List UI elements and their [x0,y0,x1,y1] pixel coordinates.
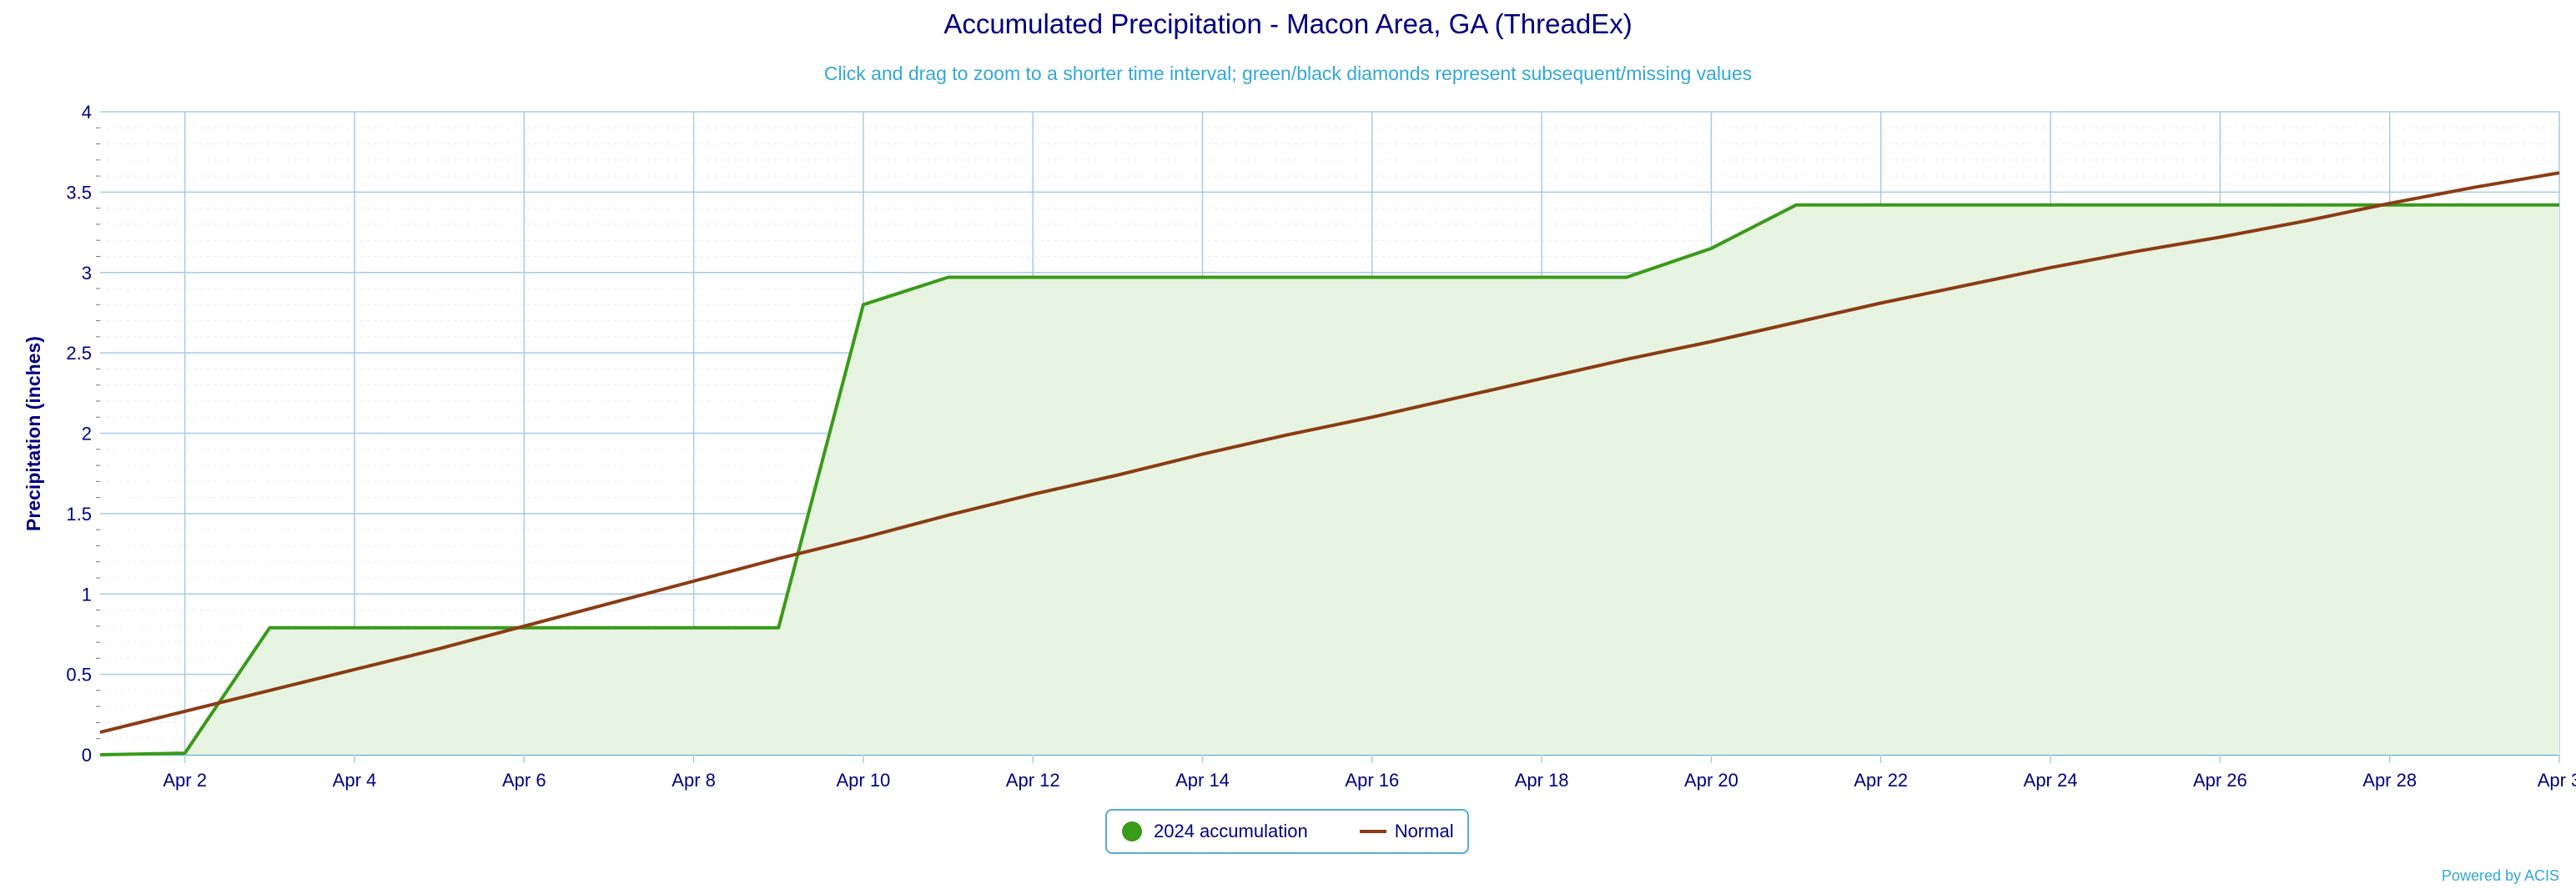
legend-item-accumulation[interactable]: 2024 accumulation [1122,821,1308,842]
x-tick-label: Apr 26 [2193,770,2247,791]
y-tick-label: 2.5 [66,343,92,364]
legend-label-normal: Normal [1394,821,1454,841]
accumulation-line [99,203,2559,756]
x-tick-label: Apr 2 [163,770,207,791]
y-tick-label: 3.5 [66,182,92,203]
x-tick-label: Apr 22 [1854,770,1908,791]
x-tick-label: Apr 24 [2024,770,2078,791]
x-tick-label: Apr 3 [2538,770,2576,791]
x-tick-label: Apr 8 [672,770,716,791]
powered-by-credit[interactable]: Powered by ACIS [2441,867,2559,884]
x-axis: Apr 2 Apr 4 Apr 6 Apr 8 Apr 10 Apr 12 Apr 14 Ap… [163,755,2576,791]
brown-line-icon [1359,830,1386,833]
normal-line [99,171,2560,734]
x-tick-label: Apr 20 [1684,770,1738,791]
x-tick-label: Apr 6 [502,770,546,791]
x-tick-label: Apr 18 [1515,770,1569,791]
y-tick-label: 2 [82,424,92,444]
chart-title: Accumulated Precipitation - Macon Area, … [943,8,1633,39]
chart-legend[interactable]: 2024 accumulation Normal [1105,809,1469,854]
x-tick-label: Apr 16 [1345,770,1399,791]
y-tick-label: 1.5 [66,504,92,525]
y-tick-label: 4 [82,102,92,123]
legend-item-normal[interactable]: Normal [1359,821,1454,842]
green-circle-icon [1122,821,1142,841]
x-tick-label: Apr 28 [2362,770,2417,791]
x-tick-label: Apr 14 [1175,770,1230,791]
lines-layer [99,171,2560,756]
x-tick-label: Apr 4 [333,770,377,791]
area-layer [100,204,2559,756]
x-tick-label: Apr 12 [1006,770,1060,791]
y-tick-label: 0.5 [66,665,92,686]
accumulation-area [100,204,2559,756]
y-axis-label: Precipitation (inches) [23,336,44,531]
x-tick-label: Apr 10 [836,770,890,791]
y-tick-label: 0 [82,745,92,766]
chart-subtitle: Click and drag to zoom to a shorter time… [823,63,1753,84]
y-tick-label: 3 [82,263,92,284]
y-axis: 0 0.5 1 1.5 2 2.5 3 3.5 4 [66,102,92,766]
y-tick-label: 1 [82,584,92,605]
legend-label-accumulation: 2024 accumulation [1154,821,1308,841]
